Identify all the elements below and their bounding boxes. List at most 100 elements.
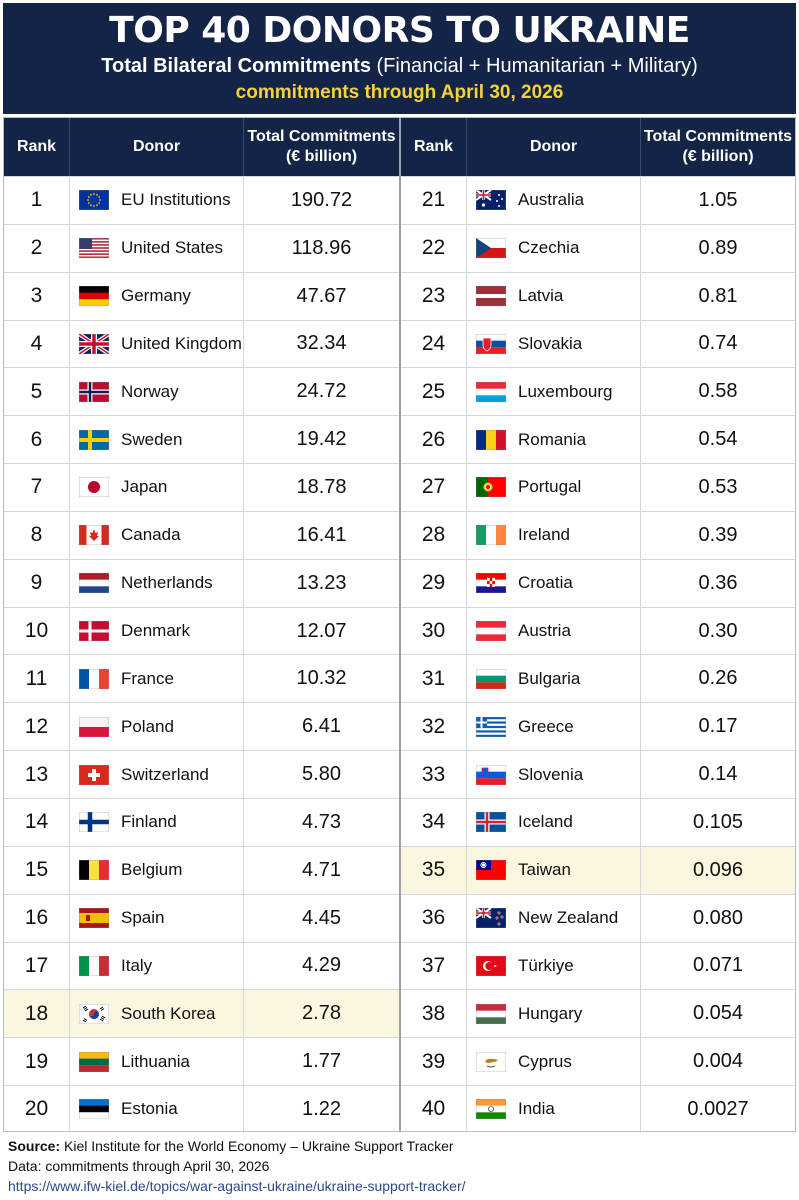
donor-name: EU Institutions xyxy=(121,190,231,210)
commitment-value: 0.30 xyxy=(698,619,738,642)
germany-flag-icon xyxy=(78,285,110,307)
rank-cell: 16 xyxy=(4,894,70,942)
commitment-value: 32.34 xyxy=(296,332,347,355)
bulgaria-flag-icon xyxy=(475,668,507,690)
donor-name: Sweden xyxy=(121,429,183,449)
donor-cell: Belgium xyxy=(70,846,244,894)
donor-name: Türkiye xyxy=(518,955,574,975)
col-header-total-line2: (€ billion) xyxy=(285,148,358,165)
table-row: 20 Estonia 1.22 xyxy=(4,1085,399,1133)
table-row: 31 Bulgaria 0.26 xyxy=(401,654,795,703)
donor-name: Belgium xyxy=(121,860,183,880)
rank-cell: 7 xyxy=(4,464,70,511)
data-line: Data: commitments through April 30, 2026 xyxy=(8,1158,270,1174)
donor-cell: Norway xyxy=(70,368,244,416)
commitment-value: 0.105 xyxy=(692,810,744,833)
rank-cell: 14 xyxy=(4,798,70,846)
switzerland-flag-icon xyxy=(78,764,110,785)
donor-name: Slovakia xyxy=(518,333,583,353)
table-row: 10 Denmark 12.07 xyxy=(4,606,399,655)
page-header: TOP 40 DONORS TO UKRAINE Total Bilateral… xyxy=(3,3,796,114)
donor-name: Croatia xyxy=(518,573,573,593)
commitment-value: 4.45 xyxy=(302,906,341,929)
donor-cell: Türkiye xyxy=(467,942,641,990)
rank-cell: 17 xyxy=(4,942,70,990)
rank-cell: 39 xyxy=(401,1038,467,1086)
spain-flag-icon xyxy=(78,907,110,929)
table-row: 16 Spain 4.45 xyxy=(4,893,399,942)
table-row: 13 Switzerland 5.80 xyxy=(4,750,399,798)
table-body-left: 1 EU Institutions 190.72 2 United States 118.… xyxy=(4,176,399,1133)
table-row: 2 United States 118.96 xyxy=(4,223,399,272)
subtitle-bold: Total Bilateral Commitments xyxy=(101,55,371,77)
poland-flag-icon xyxy=(78,716,110,737)
donor-name: Poland xyxy=(121,716,174,736)
commitment-value: 10.32 xyxy=(296,667,347,690)
donor-name: Lithuania xyxy=(121,1051,191,1071)
italy-flag-icon xyxy=(78,955,110,977)
table-row: 14 Finland 4.73 xyxy=(4,797,399,846)
uk-flag-icon xyxy=(77,332,111,356)
rank-cell: 24 xyxy=(401,320,467,368)
rank-cell: 37 xyxy=(401,942,467,990)
belgium-flag-icon xyxy=(78,859,110,881)
donor-cell: Romania xyxy=(467,416,641,464)
commitment-value: 118.96 xyxy=(291,236,352,259)
donor-name: Australia xyxy=(518,190,585,210)
table-row: 36 New Zealand 0.080 xyxy=(401,893,795,942)
donor-name: Ireland xyxy=(518,525,570,545)
table-row: 4 United Kingdom 32.34 xyxy=(4,319,399,368)
col-header-total-line1: Total Commitments xyxy=(643,128,793,145)
donor-cell: Latvia xyxy=(467,272,641,320)
donor-name: Hungary xyxy=(518,1003,583,1023)
commitment-value: 0.36 xyxy=(698,571,738,594)
donor-name: Estonia xyxy=(121,1099,178,1119)
table-row: 38 Hungary 0.054 xyxy=(401,989,795,1038)
table-row: 39 Cyprus 0.004 xyxy=(401,1037,795,1086)
donor-cell: Hungary xyxy=(467,990,641,1038)
table-row: 22 Czechia 0.89 xyxy=(401,223,795,272)
donor-cell: Switzerland xyxy=(70,751,244,798)
rank-cell: 3 xyxy=(4,272,70,320)
commitment-value: 0.071 xyxy=(692,954,744,977)
new-zealand-flag-icon xyxy=(475,907,507,929)
turkiye-flag-icon xyxy=(475,955,507,977)
rank-cell: 25 xyxy=(401,368,467,416)
rank-cell: 40 xyxy=(401,1086,467,1133)
donor-name: Canada xyxy=(121,525,181,545)
commitment-value: 1.22 xyxy=(302,1097,341,1120)
rank-cell: 10 xyxy=(4,607,70,655)
table-row: 40 India 0.0027 xyxy=(401,1085,795,1133)
rank-cell: 13 xyxy=(4,751,70,798)
commitment-value: 0.0027 xyxy=(687,1097,749,1120)
donor-cell: France xyxy=(70,655,244,703)
donor-name: Austria xyxy=(518,621,571,641)
commitment-value: 0.004 xyxy=(692,1050,744,1073)
sweden-flag-icon xyxy=(78,429,110,450)
donor-cell: Germany xyxy=(70,272,244,320)
czechia-flag-icon xyxy=(475,238,507,259)
rank-cell: 35 xyxy=(401,846,467,894)
lithuania-flag-icon xyxy=(78,1051,110,1072)
rank-cell: 27 xyxy=(401,464,467,511)
col-header-total: Total Commitments (€ billion) xyxy=(244,118,399,176)
rank-cell: 34 xyxy=(401,798,467,846)
donor-cell: EU Institutions xyxy=(70,177,244,224)
donor-name: Luxembourg xyxy=(518,381,613,401)
table-row: 30 Austria 0.30 xyxy=(401,606,795,655)
south-korea-flag-icon xyxy=(78,1003,110,1025)
source-url-link[interactable]: https://www.ifw-kiel.de/topics/war-again… xyxy=(8,1178,466,1194)
donor-name: Finland xyxy=(121,812,177,832)
croatia-flag-icon xyxy=(475,572,507,594)
commitment-value: 0.054 xyxy=(692,1002,744,1025)
japan-flag-icon xyxy=(78,477,110,498)
page-footer: Source: Kiel Institute for the World Eco… xyxy=(8,1136,466,1196)
rank-cell: 36 xyxy=(401,894,467,942)
commitment-value: 18.78 xyxy=(296,475,347,498)
donor-cell: Lithuania xyxy=(70,1038,244,1086)
donor-cell: Ireland xyxy=(467,511,641,559)
commitment-value: 0.39 xyxy=(698,523,738,546)
table-row: 27 Portugal 0.53 xyxy=(401,463,795,511)
eu-flag-icon xyxy=(78,190,110,211)
donor-cell: Italy xyxy=(70,942,244,990)
